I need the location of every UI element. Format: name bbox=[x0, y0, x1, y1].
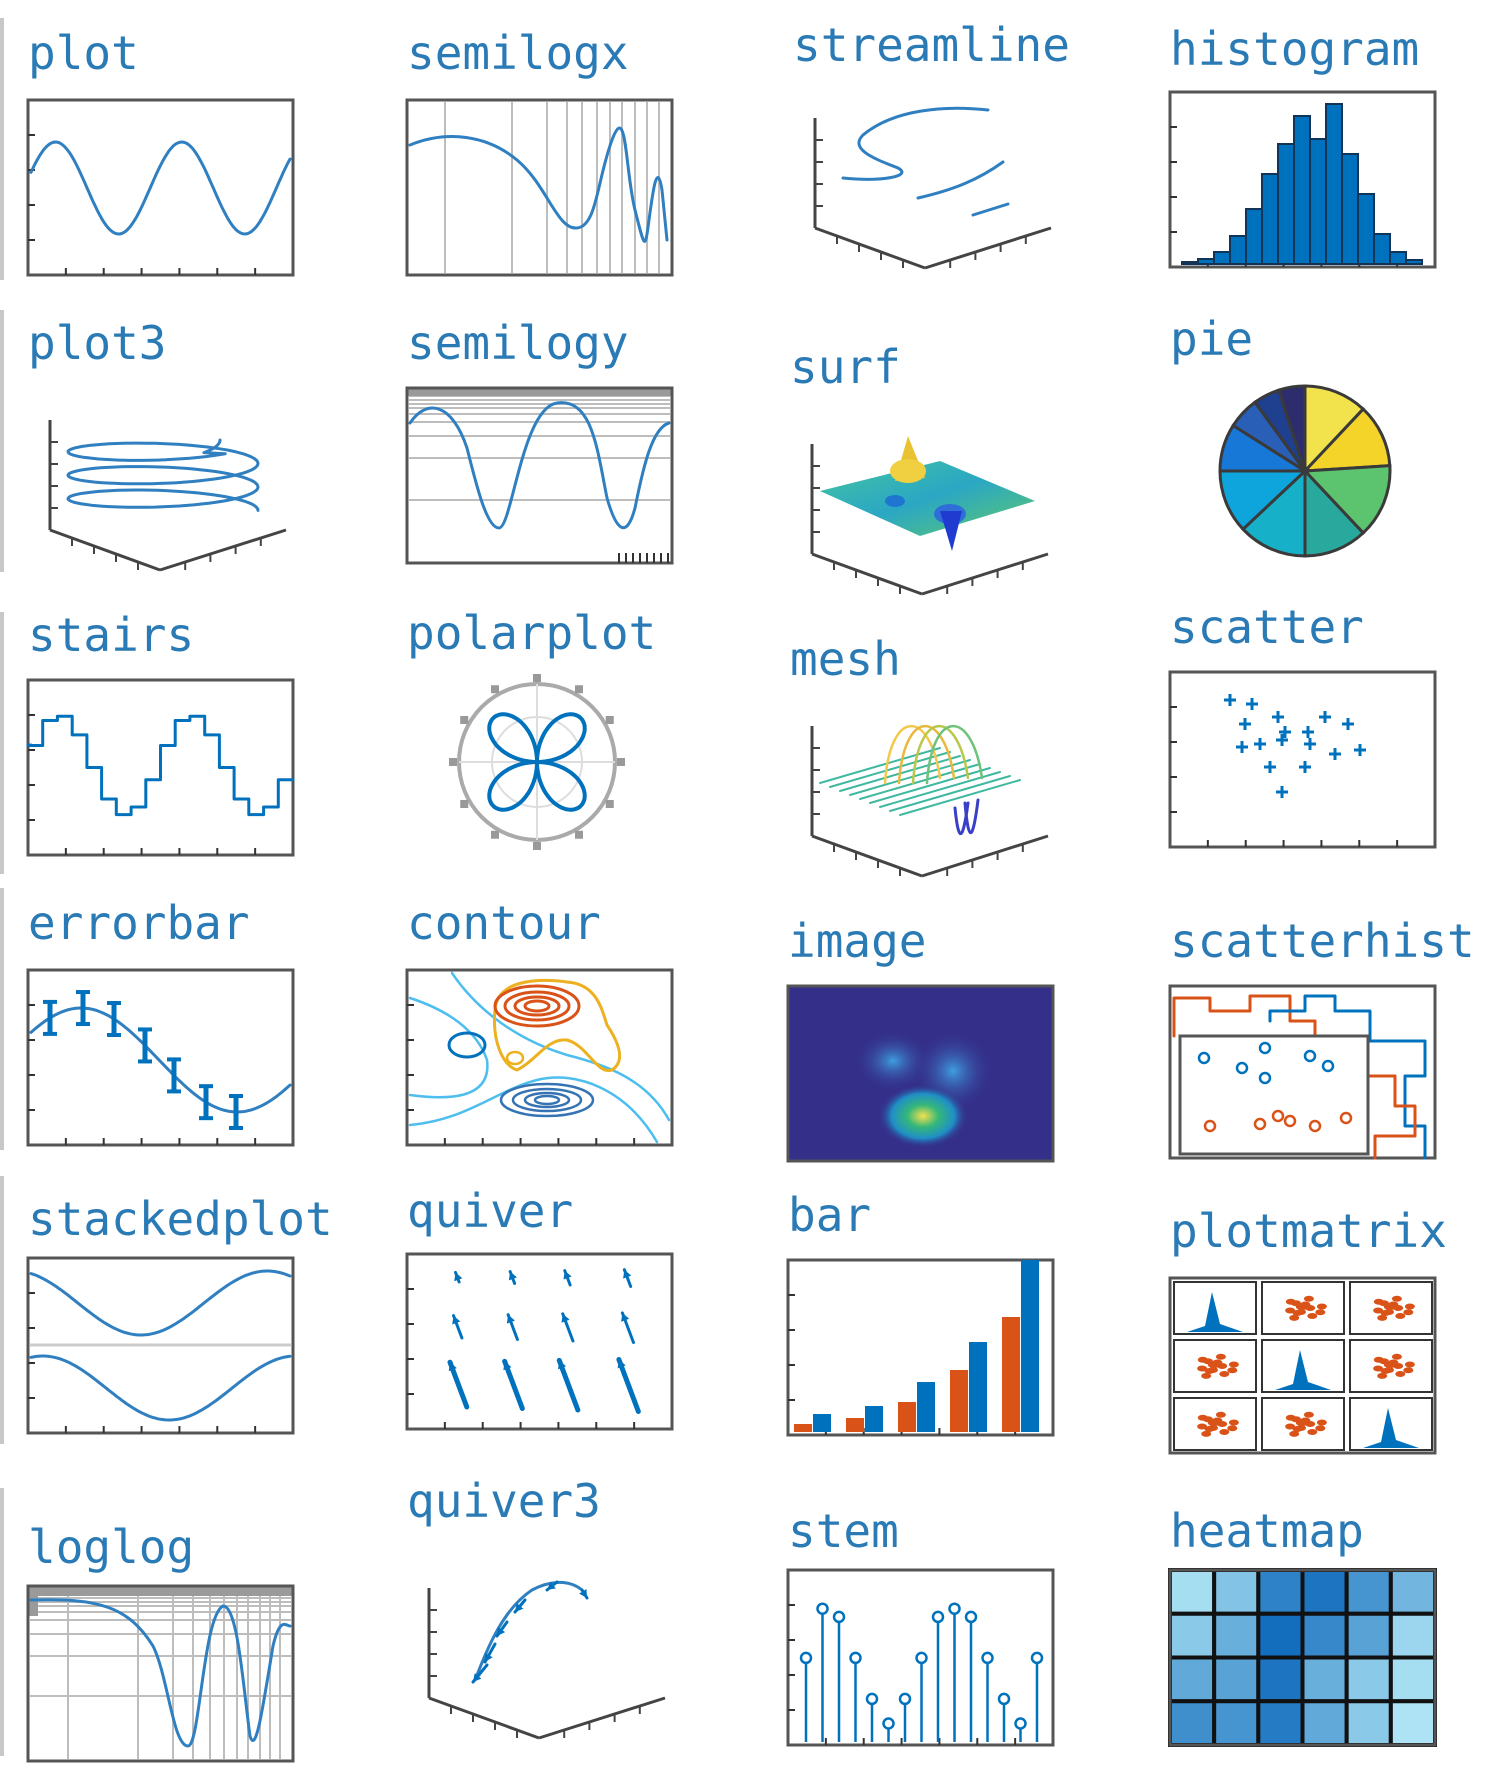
row-separator bbox=[0, 888, 4, 1150]
tile-label-contour: contour bbox=[407, 896, 601, 950]
tile-label-streamline: streamline bbox=[793, 18, 1070, 72]
tile-label-plotmatrix: plotmatrix bbox=[1170, 1204, 1447, 1258]
mesh-icon bbox=[810, 724, 1049, 878]
stackedplot-icon bbox=[26, 1256, 295, 1435]
tile-scatterhist[interactable]: scatterhist bbox=[1168, 914, 1500, 1173]
tile-heatmap[interactable]: heatmap bbox=[1168, 1504, 1490, 1763]
tile-errorbar[interactable]: errorbar bbox=[26, 896, 348, 1155]
tile-contour[interactable]: contour bbox=[405, 896, 727, 1155]
scatter-icon bbox=[1168, 670, 1437, 849]
scatterhist-icon bbox=[1168, 984, 1437, 1160]
image-icon bbox=[786, 984, 1055, 1163]
tile-label-semilogy: semilogy bbox=[407, 316, 629, 370]
tile-label-errorbar: errorbar bbox=[28, 896, 250, 950]
tile-polarplot[interactable]: polarplot bbox=[407, 610, 727, 865]
tile-label-loglog: loglog bbox=[28, 1520, 195, 1574]
tile-pie[interactable]: pie bbox=[1170, 316, 1490, 571]
loglog-icon bbox=[26, 1584, 295, 1763]
tile-bar[interactable]: bar bbox=[786, 1188, 1108, 1447]
row-separator bbox=[0, 18, 4, 280]
tile-label-stackedplot: stackedplot bbox=[28, 1192, 333, 1246]
tile-loglog[interactable]: loglog bbox=[26, 1520, 348, 1779]
polarplot-icon bbox=[449, 674, 625, 850]
row-separator bbox=[0, 1176, 4, 1444]
tile-label-scatter: scatter bbox=[1170, 600, 1364, 654]
histogram-icon bbox=[1168, 90, 1437, 269]
semilogx-icon bbox=[405, 98, 674, 277]
tile-label-mesh: mesh bbox=[790, 632, 901, 686]
tile-streamline[interactable]: streamline bbox=[793, 22, 1113, 277]
tile-label-semilogx: semilogx bbox=[407, 26, 629, 80]
heatmap-icon bbox=[1168, 1568, 1437, 1747]
tile-label-bar: bar bbox=[788, 1188, 872, 1242]
tile-stackedplot[interactable]: stackedplot bbox=[26, 1192, 358, 1451]
tile-label-plot: plot bbox=[28, 26, 139, 80]
tile-quiver[interactable]: quiver bbox=[405, 1184, 727, 1443]
tile-label-histogram: histogram bbox=[1170, 22, 1420, 76]
surf-icon bbox=[810, 436, 1049, 596]
plot3-icon bbox=[48, 420, 287, 572]
streamline-icon bbox=[813, 106, 1052, 270]
stairs-icon bbox=[26, 678, 295, 857]
row-separator bbox=[0, 612, 4, 874]
tile-quiver3[interactable]: quiver3 bbox=[407, 1474, 727, 1740]
semilogy-icon bbox=[405, 386, 674, 565]
tile-label-scatterhist: scatterhist bbox=[1170, 914, 1475, 968]
row-separator bbox=[0, 310, 4, 572]
tile-histogram[interactable]: histogram bbox=[1168, 22, 1490, 281]
pie-icon bbox=[1218, 384, 1392, 558]
tile-label-image: image bbox=[788, 914, 927, 968]
tile-scatter[interactable]: scatter bbox=[1168, 600, 1490, 859]
tile-label-polarplot: polarplot bbox=[407, 606, 657, 660]
quiver-icon bbox=[405, 1252, 674, 1431]
tile-plotmatrix[interactable]: plotmatrix bbox=[1168, 1204, 1500, 1463]
tile-semilogx[interactable]: semilogx bbox=[405, 26, 727, 285]
bar-icon bbox=[786, 1258, 1055, 1437]
tile-label-quiver3: quiver3 bbox=[407, 1474, 601, 1528]
tile-label-quiver: quiver bbox=[407, 1184, 574, 1238]
row-separator bbox=[0, 1488, 4, 1756]
contour-icon bbox=[405, 968, 674, 1147]
tile-label-stairs: stairs bbox=[28, 608, 195, 662]
tile-plot[interactable]: plot bbox=[26, 26, 348, 285]
tile-plot3[interactable]: plot3 bbox=[28, 320, 348, 575]
tile-stem[interactable]: stem bbox=[786, 1504, 1108, 1763]
quiver3-icon bbox=[427, 1580, 666, 1740]
tile-label-stem: stem bbox=[788, 1504, 899, 1558]
tile-label-heatmap: heatmap bbox=[1170, 1504, 1364, 1558]
tile-label-surf: surf bbox=[790, 340, 901, 394]
plot-icon bbox=[26, 98, 295, 277]
tile-stairs[interactable]: stairs bbox=[26, 608, 348, 867]
errorbar-icon bbox=[26, 968, 295, 1147]
stem-icon bbox=[786, 1568, 1055, 1747]
tile-mesh[interactable]: mesh bbox=[790, 636, 1110, 891]
tile-label-pie: pie bbox=[1170, 312, 1254, 366]
tile-surf[interactable]: surf bbox=[790, 344, 1110, 599]
tile-label-plot3: plot3 bbox=[28, 316, 167, 370]
tile-image[interactable]: image bbox=[786, 914, 1108, 1173]
tile-semilogy[interactable]: semilogy bbox=[405, 316, 727, 575]
plotmatrix-icon bbox=[1168, 1276, 1437, 1455]
